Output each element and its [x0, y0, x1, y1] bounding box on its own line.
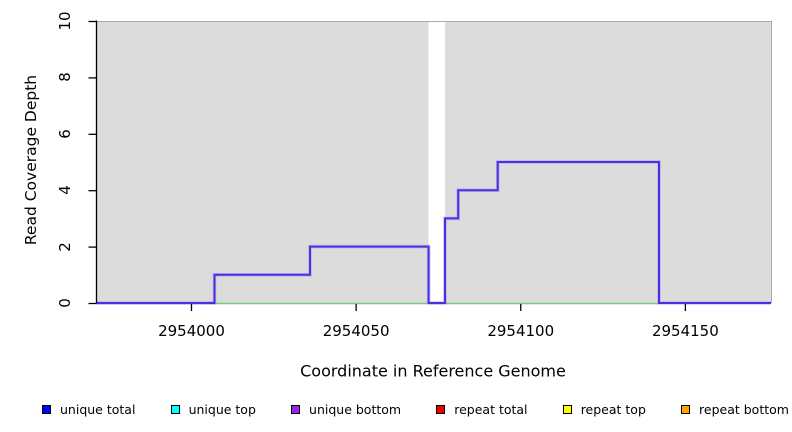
- y-tick-label: 6: [56, 129, 74, 139]
- legend-swatch-icon: [436, 405, 446, 414]
- legend-swatch-icon: [170, 405, 180, 414]
- legend-swatch-icon: [42, 405, 51, 414]
- gap-band: [428, 21, 446, 302]
- legend-item: unique bottom: [291, 401, 401, 418]
- legend-item: repeat bottom: [681, 401, 789, 418]
- y-axis-title: Read Coverage Depth: [22, 74, 40, 246]
- legend-swatch-icon: [681, 405, 691, 414]
- legend-swatch-icon: [291, 405, 301, 414]
- legend-swatch-icon: [562, 405, 572, 414]
- x-tick-label: 2954100: [487, 322, 555, 340]
- x-tick-label: 2954000: [158, 322, 225, 340]
- legend-label: repeat top: [580, 402, 646, 417]
- x-tick-label: 2954150: [651, 322, 719, 340]
- y-tick-label: 4: [56, 185, 74, 195]
- y-tick-label: 0: [56, 298, 74, 308]
- plot-box-edge: [96, 21, 772, 303]
- y-tick-label: 10: [56, 11, 74, 31]
- x-tick-label: 2954050: [322, 322, 390, 340]
- legend-label: unique bottom: [309, 402, 402, 417]
- coverage-curve: [96, 161, 771, 304]
- legend-item: repeat total: [436, 401, 528, 418]
- legend-label: unique total: [60, 402, 136, 417]
- legend-label: repeat bottom: [699, 402, 789, 417]
- legend-item: unique total: [42, 401, 135, 418]
- y-tick-label: 2: [56, 241, 74, 252]
- legend: unique total unique top unique bottom repea…: [42, 401, 789, 418]
- legend-item: unique top: [170, 401, 256, 418]
- legend-label: unique top: [188, 402, 256, 417]
- x-axis-title: Coordinate in Reference Genome: [300, 361, 566, 381]
- y-tick-label: 8: [56, 72, 74, 83]
- legend-label: repeat total: [454, 402, 528, 417]
- legend-item: repeat top: [562, 401, 646, 418]
